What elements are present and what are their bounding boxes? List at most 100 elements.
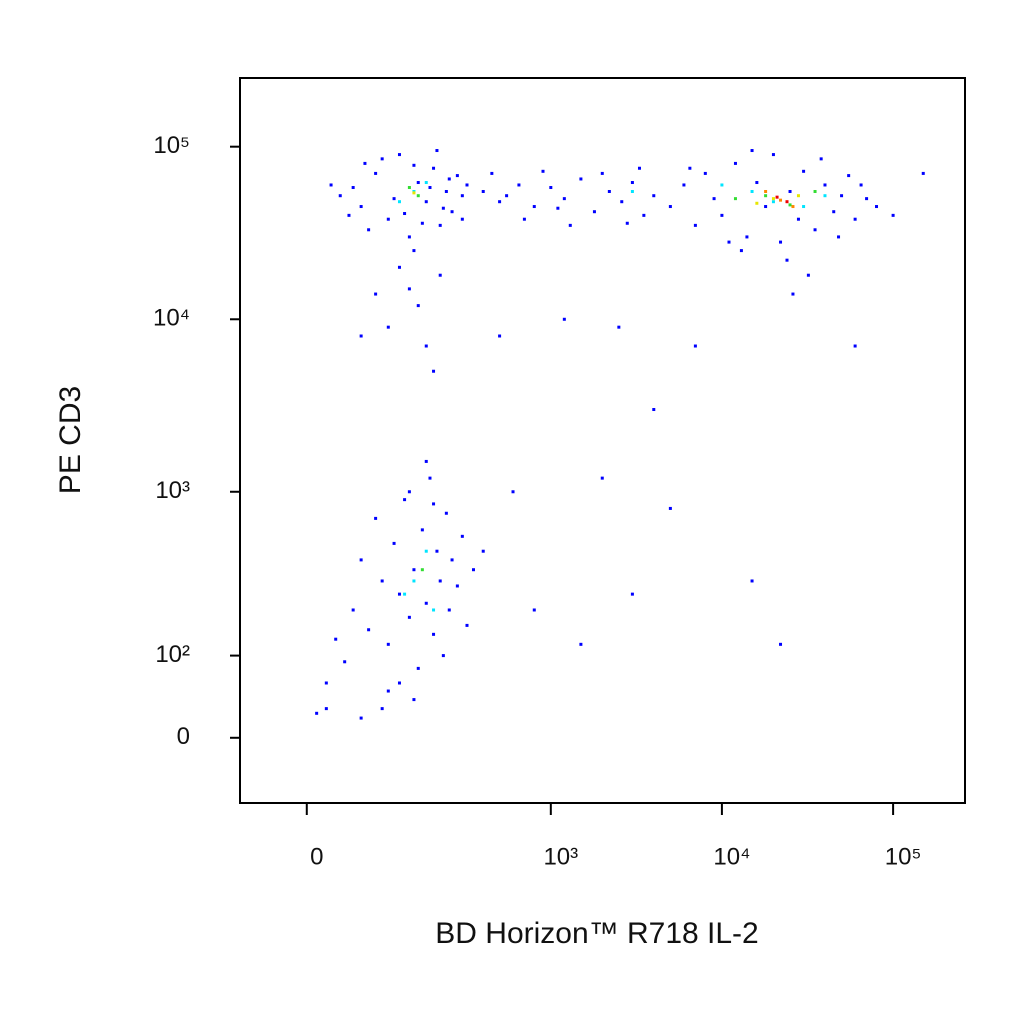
point: [407, 287, 411, 291]
point: [428, 476, 432, 480]
point: [579, 177, 583, 181]
point: [481, 189, 485, 193]
point: [712, 197, 716, 201]
point: [424, 181, 428, 185]
point: [450, 558, 454, 562]
point: [847, 174, 851, 178]
x-tick-label: 10⁴: [713, 843, 750, 870]
point: [617, 325, 621, 329]
point: [412, 249, 416, 253]
point: [733, 161, 737, 165]
point: [625, 221, 629, 225]
point: [779, 198, 783, 202]
point: [374, 516, 378, 520]
point: [438, 579, 442, 583]
point: [764, 189, 768, 193]
point: [840, 194, 844, 198]
point: [420, 528, 424, 532]
point: [568, 223, 572, 227]
point: [386, 325, 390, 329]
point: [532, 608, 536, 612]
point: [505, 194, 509, 198]
point: [416, 194, 420, 198]
point: [630, 592, 634, 596]
point: [416, 666, 420, 670]
point: [465, 623, 469, 627]
point: [813, 189, 817, 193]
y-axis-label: PE CD3: [54, 386, 87, 494]
point: [412, 568, 416, 572]
point: [407, 186, 411, 190]
point: [438, 223, 442, 227]
point: [455, 584, 459, 588]
point: [432, 369, 436, 373]
y-tick-label: 10³: [155, 477, 190, 504]
point: [720, 183, 724, 187]
point: [788, 189, 792, 193]
x-tick-label: 10⁵: [885, 843, 922, 870]
point: [416, 181, 420, 185]
point: [374, 171, 378, 175]
point: [652, 408, 656, 412]
plot-frame: [239, 77, 966, 804]
point: [447, 177, 451, 181]
point: [481, 549, 485, 553]
x-axis-label: BD Horizon™ R718 IL-2: [435, 917, 758, 950]
point: [592, 210, 596, 214]
point: [668, 506, 672, 510]
y-tick-label: 10⁵: [153, 132, 190, 159]
point: [549, 186, 553, 190]
point: [498, 334, 502, 338]
point: [802, 205, 806, 209]
y-tick-label: 0: [177, 723, 190, 750]
point: [522, 217, 526, 221]
point: [750, 189, 754, 193]
point: [853, 217, 857, 221]
point: [788, 203, 792, 207]
point: [490, 171, 494, 175]
point: [397, 681, 401, 685]
point: [771, 153, 775, 157]
point: [465, 183, 469, 187]
point: [791, 205, 795, 209]
point: [764, 194, 768, 198]
point: [498, 200, 502, 204]
point: [642, 213, 646, 217]
point: [397, 265, 401, 269]
plot-points: [315, 149, 925, 720]
point: [600, 476, 604, 480]
point: [607, 189, 611, 193]
point: [424, 601, 428, 605]
point: [386, 689, 390, 693]
point: [455, 174, 459, 178]
point: [775, 195, 779, 199]
point: [403, 498, 407, 502]
point: [921, 171, 925, 175]
point: [796, 217, 800, 221]
point: [819, 157, 823, 161]
point: [579, 642, 583, 646]
point: [764, 205, 768, 209]
point: [556, 206, 560, 210]
x-tick-label: 0: [310, 843, 323, 870]
point: [397, 200, 401, 204]
point: [733, 197, 737, 201]
point: [424, 459, 428, 463]
point: [315, 711, 319, 715]
point: [739, 249, 743, 253]
point: [771, 200, 775, 204]
point: [865, 197, 869, 201]
point: [359, 334, 363, 338]
point: [693, 344, 697, 348]
point: [412, 163, 416, 167]
point: [745, 235, 749, 239]
point: [420, 568, 424, 572]
y-tick-label: 10⁴: [153, 305, 190, 332]
point: [432, 166, 436, 170]
point: [755, 181, 759, 185]
point: [420, 221, 424, 225]
point: [424, 200, 428, 204]
point: [859, 183, 863, 187]
point: [403, 592, 407, 596]
